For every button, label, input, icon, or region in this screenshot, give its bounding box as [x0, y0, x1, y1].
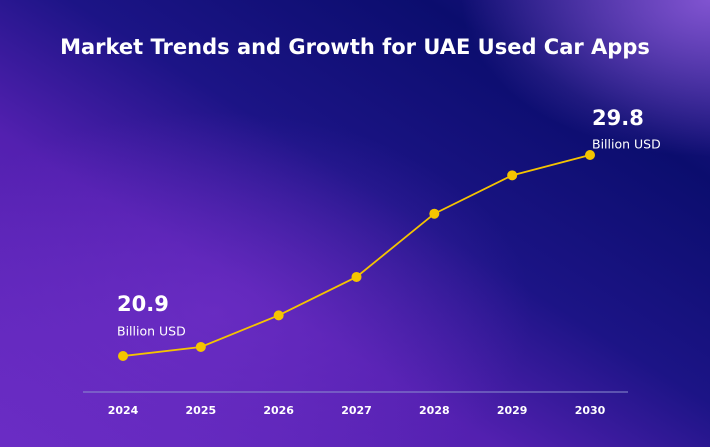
x-tick-label: 2030 — [575, 404, 606, 417]
x-tick-label: 2029 — [497, 404, 528, 417]
point — [351, 271, 362, 282]
value-unit: Billion USD — [117, 324, 186, 339]
value-label: 29.8 — [592, 106, 644, 130]
point — [585, 150, 595, 160]
point — [429, 208, 440, 219]
x-tick-label: 2028 — [419, 404, 450, 417]
x-tick-label: 2026 — [263, 404, 294, 417]
x-tick-label: 2025 — [186, 404, 217, 417]
value-label: 20.9 — [117, 292, 169, 316]
x-tick-label: 2027 — [341, 404, 372, 417]
chart-title: Market Trends and Growth for UAE Used Ca… — [60, 35, 650, 59]
point — [273, 310, 284, 321]
point — [118, 351, 128, 361]
point — [507, 170, 518, 181]
x-tick-label: 2024 — [108, 404, 139, 417]
value-unit: Billion USD — [592, 137, 661, 152]
point — [195, 341, 206, 352]
